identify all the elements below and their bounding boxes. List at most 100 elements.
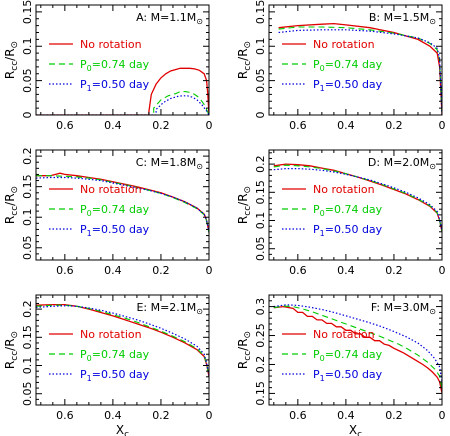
panel-d: 0.6 0.4 0.2 0 0.05 0.1 0.15 0.2 D: M=2.0M⊙ No rot…: [236, 149, 446, 277]
y-tick-label: 0.05: [21, 381, 34, 406]
x-tick-label: 0: [206, 119, 213, 132]
legend-label-no-rotation: No rotation: [313, 38, 375, 51]
x-tick-label: 0.6: [56, 119, 74, 132]
panel-label: A: M=1.1M⊙: [136, 11, 203, 26]
series-line-p1: [278, 29, 442, 115]
y-tick-label: 0.15: [254, 381, 267, 406]
y-tick-label: 0.1: [254, 38, 267, 56]
series-line-p0: [273, 305, 442, 389]
panel-label: D: M=2.0M⊙: [368, 156, 436, 171]
y-tick-label: 0.2: [254, 356, 267, 374]
y-tick-label: 0.2: [254, 155, 267, 173]
x-tick-label: 0: [439, 409, 446, 422]
series-line-no-rotation: [36, 67, 209, 115]
legend-label-p1: P1=0.50 day: [313, 368, 383, 383]
y-tick-label: 0.05: [254, 236, 267, 261]
series-line-p1: [36, 95, 209, 115]
x-tick-label: 0.6: [289, 409, 307, 422]
legend-label-p0: P0=0.74 day: [313, 348, 383, 363]
y-axis-title: Rcc/R⊙: [3, 41, 20, 79]
x-tick-label: 0: [206, 409, 213, 422]
legend-label-p0: P0=0.74 day: [80, 203, 150, 218]
x-tick-label: 0.2: [152, 119, 170, 132]
y-axis-title: Rcc/R⊙: [236, 186, 253, 224]
series-line-p1: [273, 168, 442, 231]
plot-frame: [35, 294, 210, 406]
panel-c: 0.6 0.4 0.2 0 0.05 0.1 0.15 0.2 C: M=1.8M⊙ No rot…: [3, 147, 213, 277]
series-line-no-rotation: [36, 172, 209, 233]
panel-label: E: M=2.1M⊙: [136, 301, 203, 316]
panel-f: 0.6 0.4 0.2 0 0.15 0.2 0.25 0.3 F: M=3.0M⊙ No rot…: [236, 294, 446, 436]
x-tick-label: 0: [439, 119, 446, 132]
x-tick-label: 0: [206, 264, 213, 277]
y-tick-label: 0.1: [21, 208, 34, 226]
x-tick-label: 0.6: [56, 409, 74, 422]
y-tick-label: 0.3: [254, 298, 267, 316]
y-tick-label: 0.2: [21, 300, 34, 318]
plot-frame: [268, 149, 443, 261]
panel-a: 0.6 0.4 0.2 0 0 0.05 0.1 0.15 A: M=1.1M⊙ No rotat…: [3, 0, 213, 132]
y-tick-label: 0.15: [254, 0, 267, 24]
y-tick-label: 0.2: [21, 147, 34, 165]
series-line-no-rotation: [36, 303, 209, 377]
y-tick-label: 0.05: [21, 68, 34, 93]
series-line-p1: [36, 305, 209, 376]
x-tick-label: 0.6: [56, 264, 74, 277]
x-tick-label: 0.4: [104, 119, 122, 132]
legend-label-p1: P1=0.50 day: [80, 78, 150, 93]
y-axis-title: Rcc/R⊙: [3, 186, 20, 224]
series-line-no-rotation: [273, 163, 442, 232]
series-line-p0: [36, 91, 209, 115]
plot-frame: [268, 294, 443, 406]
y-tick-label: 0.25: [254, 323, 267, 348]
x-tick-label: 0.4: [104, 264, 122, 277]
x-tick-label: 0.2: [152, 409, 170, 422]
legend-label-p1: P1=0.50 day: [80, 223, 150, 238]
x-axis-title: Xc: [349, 423, 362, 436]
x-tick-label: 0.4: [337, 264, 355, 277]
legend-label-no-rotation: No rotation: [313, 328, 375, 341]
legend-label-p1: P1=0.50 day: [313, 78, 383, 93]
legend-label-p0: P0=0.74 day: [80, 58, 150, 73]
legend-label-p0: P0=0.74 day: [80, 348, 150, 363]
x-tick-label: 0.2: [385, 119, 403, 132]
legend-label-p0: P0=0.74 day: [313, 203, 383, 218]
legend-label-no-rotation: No rotation: [80, 328, 142, 341]
x-tick-label: 0.4: [337, 409, 355, 422]
y-axis-title: Rcc/R⊙: [236, 331, 253, 369]
panel-b: 0.6 0.4 0.2 0 0 0.05 0.1 0.15 B: M=1.5M⊙ No rotat…: [236, 0, 446, 132]
y-tick-label: 0: [254, 112, 267, 119]
y-tick-label: 0.15: [21, 0, 34, 24]
y-tick-label: 0.1: [254, 212, 267, 230]
series-line-no-rotation: [278, 22, 442, 115]
series-line-p0: [36, 304, 209, 377]
legend-label-no-rotation: No rotation: [80, 183, 142, 196]
panel-e: 0.6 0.4 0.2 0 0.05 0.1 0.15 0.2 E: M=2.1M⊙ No rot…: [3, 294, 213, 436]
legend-label-p0: P0=0.74 day: [313, 58, 383, 73]
panel-label: C: M=1.8M⊙: [136, 156, 203, 171]
x-tick-label: 0.2: [152, 264, 170, 277]
y-tick-label: 0.1: [21, 357, 34, 375]
x-tick-label: 0.6: [289, 264, 307, 277]
y-tick-label: 0: [21, 112, 34, 119]
series-line-p1: [273, 304, 442, 382]
x-tick-label: 0.6: [289, 119, 307, 132]
y-axis-title: Rcc/R⊙: [236, 41, 253, 79]
x-tick-label: 0.2: [385, 409, 403, 422]
series-line-p1: [36, 176, 209, 233]
legend-label-no-rotation: No rotation: [80, 38, 142, 51]
legend-label-no-rotation: No rotation: [313, 183, 375, 196]
x-tick-label: 0.4: [104, 409, 122, 422]
y-tick-label: 0.1: [21, 38, 34, 56]
y-tick-label: 0.15: [254, 180, 267, 205]
panel-label: F: M=3.0M⊙: [371, 301, 436, 316]
panel-label: B: M=1.5M⊙: [369, 11, 436, 26]
y-axis-title: Rcc/R⊙: [3, 331, 20, 369]
x-tick-label: 0.2: [385, 264, 403, 277]
x-tick-label: 0.4: [337, 119, 355, 132]
y-tick-label: 0.05: [21, 236, 34, 261]
x-axis-title: Xc: [116, 423, 129, 436]
y-tick-label: 0.15: [21, 325, 34, 350]
x-tick-label: 0: [439, 264, 446, 277]
